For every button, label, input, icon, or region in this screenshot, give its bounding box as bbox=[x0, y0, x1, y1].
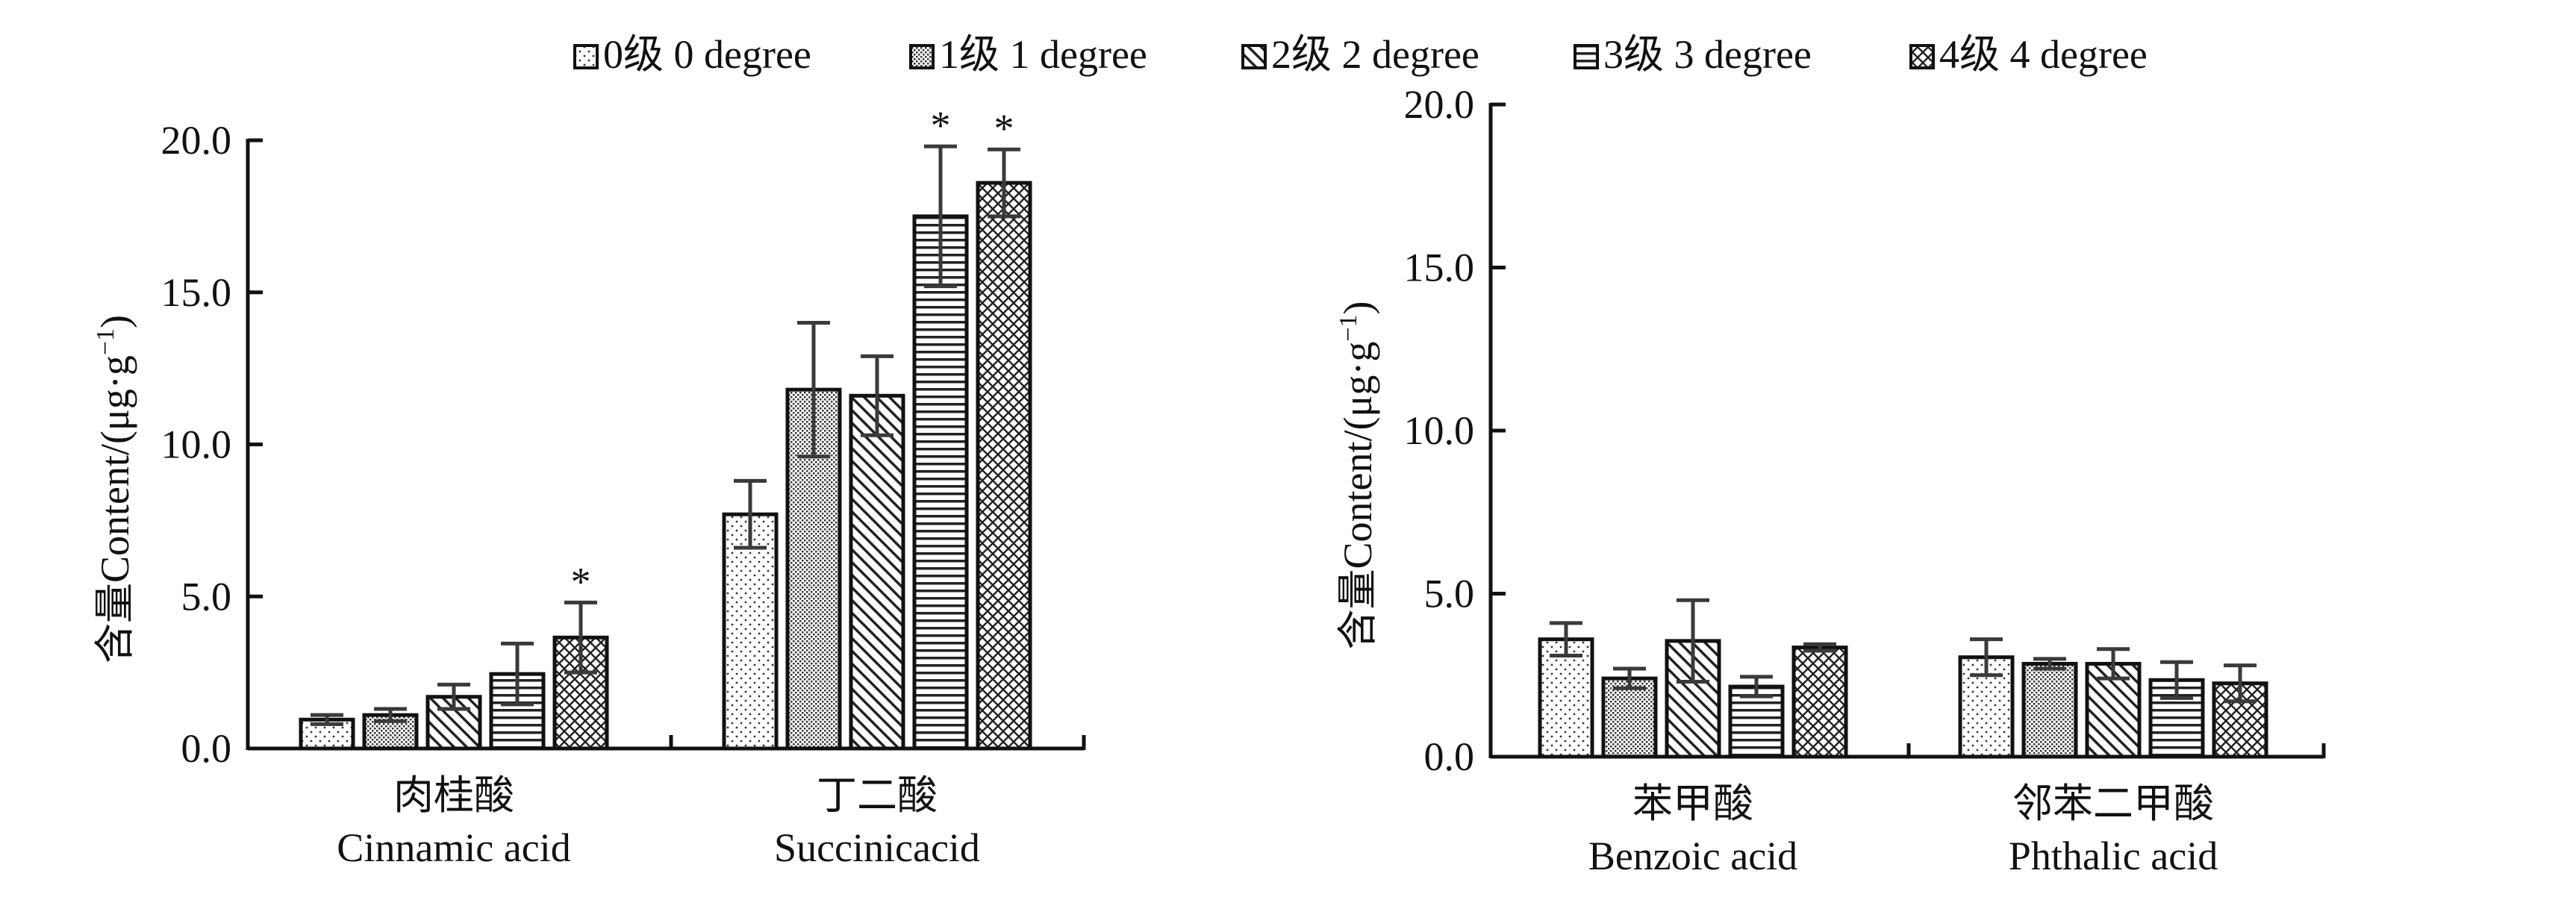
y-axis-title-cn: 含量 bbox=[93, 583, 137, 663]
significance-mark: * bbox=[994, 106, 1014, 151]
legend-swatch-4 bbox=[1909, 44, 1935, 69]
bar-1-1 bbox=[2021, 661, 2078, 759]
legend-swatch-2 bbox=[1241, 44, 1267, 69]
bar-1-2 bbox=[849, 393, 905, 751]
y-axis-title-cn: 含量 bbox=[1335, 569, 1380, 650]
y-axis-title-en: Content/(μg·g bbox=[93, 355, 137, 583]
legend-swatch-1 bbox=[909, 44, 935, 69]
y-axis-title-close: ) bbox=[1335, 301, 1380, 314]
bar-0-4 bbox=[1791, 646, 1848, 759]
bar-0-0 bbox=[1538, 637, 1594, 759]
y-tick-label: 5.0 bbox=[181, 574, 232, 619]
category-label-en: Benzoic acid bbox=[1588, 834, 1797, 878]
y-tick-label: 5.0 bbox=[1424, 572, 1475, 616]
y-tick-label: 20.0 bbox=[161, 118, 232, 163]
y-tick-label: 10.0 bbox=[1404, 408, 1475, 453]
legend-swatch-3 bbox=[1574, 44, 1599, 69]
y-tick-label: 10.0 bbox=[161, 422, 232, 467]
category-label-cn: 肉桂酸 bbox=[393, 773, 514, 818]
y-tick-label: 0.0 bbox=[181, 726, 232, 771]
y-axis-title-en: Content/(μg·g bbox=[1335, 342, 1380, 569]
significance-mark: * bbox=[931, 103, 951, 148]
bar-1-2 bbox=[2085, 661, 2142, 759]
category-label-en: Phthalic acid bbox=[2009, 834, 2218, 878]
y-axis-title-sup: −1 bbox=[92, 328, 119, 355]
legend-label-4: 4级 4 degree bbox=[1939, 32, 2148, 77]
y-axis-title-sup: −1 bbox=[1335, 314, 1362, 341]
bar-1-3 bbox=[912, 214, 969, 751]
chart-panel-right: 0.0 5.0 10.0 15.0 20.0 含量Content/(μg·g−1) 苯甲酸 B… bbox=[1335, 82, 2326, 878]
category-label-cn: 丁二酸 bbox=[817, 773, 938, 818]
chart-panel-left: 0.0 5.0 10.0 15.0 20.0 含量Content/(μg·g−1) * 肉桂酸… bbox=[92, 103, 1086, 870]
y-tick-label: 15.0 bbox=[1404, 246, 1475, 290]
category-label-cn: 邻苯二甲酸 bbox=[2012, 781, 2214, 826]
legend-label-0: 0级 0 degree bbox=[603, 32, 811, 77]
legend-label-2: 2级 2 degree bbox=[1271, 32, 1479, 77]
legend: 0级 0 degree 1级 1 degree 2级 2 degree 3级 3 de… bbox=[573, 32, 2148, 77]
category-label-en: Succinicacid bbox=[774, 825, 980, 870]
significance-mark: * bbox=[571, 559, 591, 604]
y-tick-label: 15.0 bbox=[161, 270, 232, 315]
category-label-cn: 苯甲酸 bbox=[1632, 781, 1753, 826]
bar-0-1 bbox=[1601, 676, 1658, 759]
bar-1-4 bbox=[976, 181, 1032, 751]
y-tick-label: 0.0 bbox=[1424, 734, 1475, 779]
y-axis-title: 含量Content/(μg·g−1) bbox=[1335, 301, 1380, 649]
bar-0-3 bbox=[1728, 684, 1785, 759]
y-axis-title: 含量Content/(μg·g−1) bbox=[92, 315, 137, 663]
y-axis-title-close: ) bbox=[93, 315, 137, 328]
legend-swatch-0 bbox=[573, 44, 599, 69]
y-tick-label: 20.0 bbox=[1404, 82, 1475, 127]
legend-label-3: 3级 3 degree bbox=[1603, 32, 1812, 77]
category-label-en: Cinnamic acid bbox=[337, 825, 570, 870]
legend-label-1: 1级 1 degree bbox=[939, 32, 1147, 77]
